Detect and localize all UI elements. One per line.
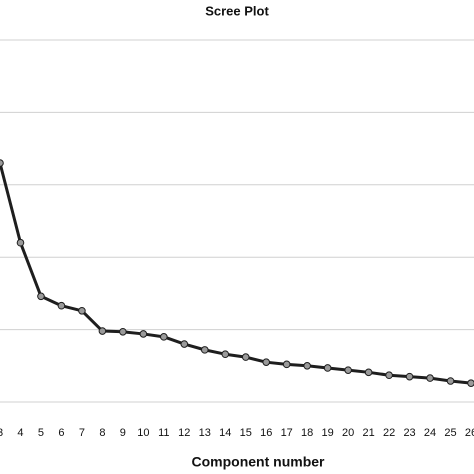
x-tick-label: 7 [79,427,85,439]
point-marker [467,379,474,387]
x-tick-label: 21 [362,427,374,439]
x-tick-label: 12 [178,427,190,439]
point-marker [405,372,414,381]
x-tick-label: 14 [219,427,231,439]
point-marker [385,371,393,380]
point-marker [119,327,127,336]
x-tick-label: 23 [403,427,415,439]
x-tick-label: 15 [240,427,252,439]
x-tick-label: 13 [199,427,211,439]
point-marker [282,360,291,369]
point-marker [262,358,271,366]
point-marker [160,333,168,341]
x-tick-label: 25 [444,427,456,439]
point-marker [180,340,189,348]
x-tick-label: 20 [342,427,354,439]
x-tick-label: 5 [38,427,44,439]
x-tick-label: 6 [58,427,64,439]
point-marker [0,159,4,167]
x-tick-label: 17 [281,427,293,439]
x-axis-label: Component number [192,454,326,470]
point-marker [446,377,455,385]
point-marker [364,368,373,377]
chart-title: Scree Plot [205,3,269,18]
point-marker [426,374,434,382]
series-line [0,162,472,385]
point-marker [98,327,107,335]
x-tick-label: 24 [424,427,436,439]
point-marker [16,238,25,247]
x-tick-label: 3 [0,427,3,439]
x-tick-label: 9 [120,427,126,439]
x-tick-label: 8 [99,427,105,439]
x-tick-label: 4 [17,427,23,439]
point-marker [344,366,352,374]
x-tick-label: 19 [322,427,334,439]
x-tick-label: 16 [260,427,272,439]
point-marker [37,292,45,301]
point-marker [139,330,148,338]
point-marker [57,301,66,310]
x-tick-label: 22 [383,427,395,439]
x-tick-label: 26 [465,427,474,439]
x-tick-label: 10 [137,427,149,439]
x-tick-label: 11 [158,427,169,439]
point-marker [78,306,86,315]
point-marker [221,350,230,359]
x-tick-label: 18 [301,427,313,439]
point-marker [323,364,332,372]
point-marker [200,346,209,354]
point-marker [241,353,250,361]
point-marker [303,362,311,370]
